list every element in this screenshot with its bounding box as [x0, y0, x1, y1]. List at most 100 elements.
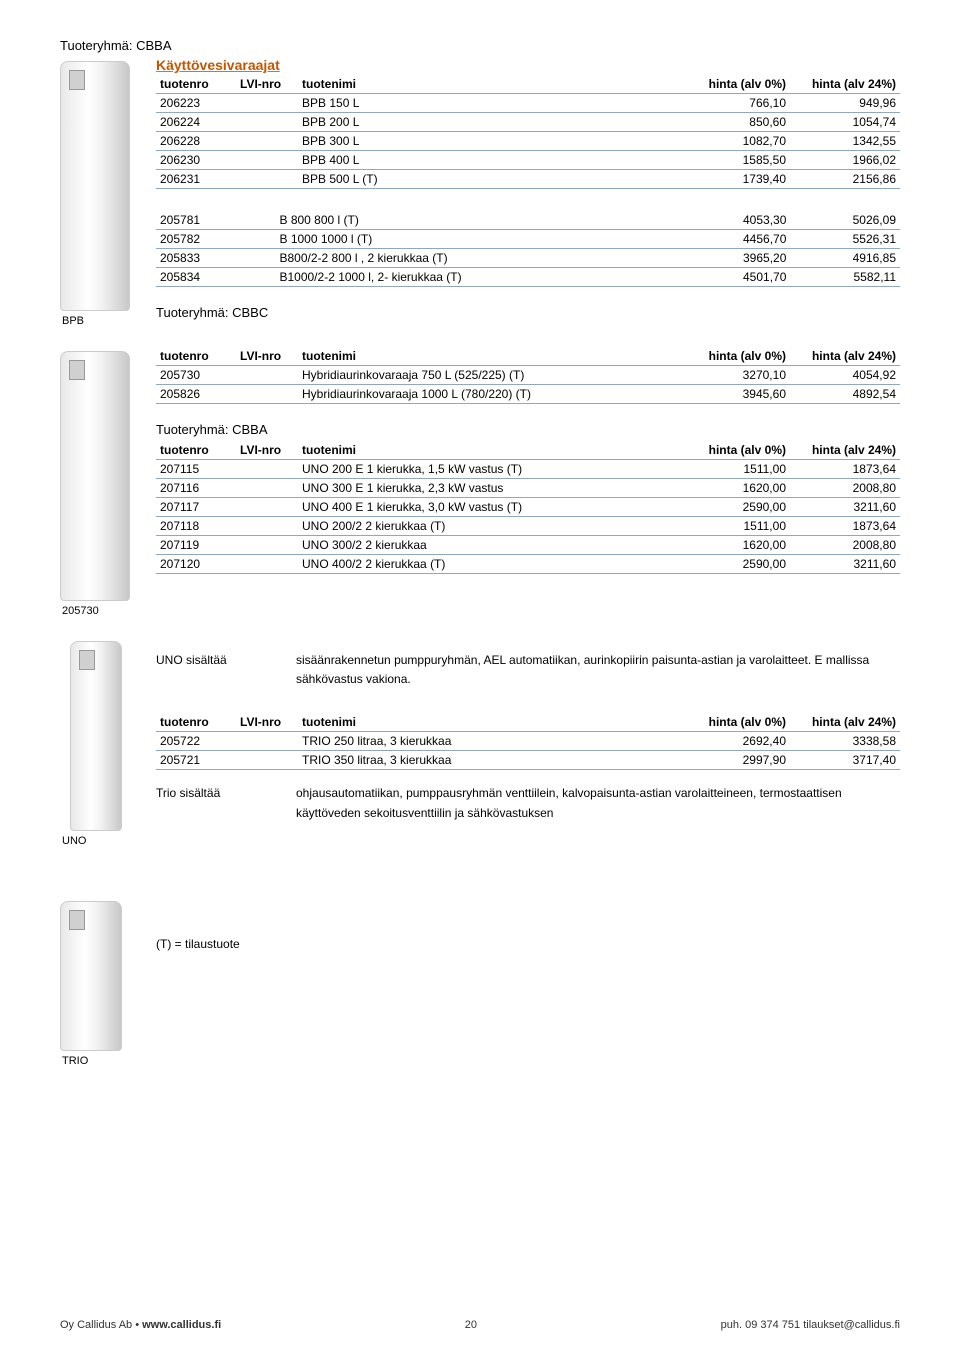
th-lvi: LVI-nro [236, 441, 298, 460]
table-row: 205833B800/2-2 800 l , 2 kierukkaa (T)39… [156, 249, 900, 268]
cell-lvi [236, 94, 298, 113]
cell-alv24: 3717,40 [790, 751, 900, 770]
footer-left: Oy Callidus Ab • www.callidus.fi [60, 1319, 221, 1331]
cell-alv24: 2008,80 [790, 479, 900, 498]
cell-tuotenimi: TRIO 350 litraa, 3 kierukkaa [298, 751, 680, 770]
cell-tuotenro: 205781 [156, 211, 258, 230]
th-tuotenimi: tuotenimi [298, 347, 680, 366]
product-image-hybrid [60, 351, 130, 601]
cell-lvi [236, 366, 298, 385]
cell-tuotenimi: UNO 200 E 1 kierukka, 1,5 kW vastus (T) [298, 460, 680, 479]
price-table-b800: 205781 B 800 800 l (T)4053,305026,09 20578… [156, 211, 900, 287]
cell-tuotenimi: BPB 300 L [298, 132, 680, 151]
cell-lvi [236, 536, 298, 555]
cell-tuotenimi: UNO 300 E 1 kierukka, 2,3 kW vastus [298, 479, 680, 498]
cell-alv0: 1511,00 [680, 517, 790, 536]
cell-lvi [258, 211, 275, 230]
th-alv0: hinta (alv 0%) [680, 347, 790, 366]
trio-note-text: ohjausautomatiikan, pumppausryhmän ventt… [296, 784, 900, 822]
cell-lvi [236, 732, 298, 751]
footer-page-number: 20 [465, 1319, 477, 1331]
cell-tuotenimi: BPB 150 L [298, 94, 680, 113]
tilaustuote-note: (T) = tilaustuote [156, 937, 900, 951]
cell-tuotenimi: B 1000 1000 l (T) [275, 230, 680, 249]
cell-alv24: 4054,92 [790, 366, 900, 385]
cell-tuotenimi: BPB 400 L [298, 151, 680, 170]
cell-alv24: 3338,58 [790, 732, 900, 751]
cell-tuotenro: 206230 [156, 151, 236, 170]
cell-alv24: 4916,85 [790, 249, 900, 268]
table-row: 205782B 1000 1000 l (T)4456,705526,31 [156, 230, 900, 249]
cell-alv0: 3270,10 [680, 366, 790, 385]
cell-alv24: 949,96 [790, 94, 900, 113]
table-row: 206224BPB 200 L850,601054,74 [156, 113, 900, 132]
cell-lvi [236, 751, 298, 770]
cell-tuotenimi: UNO 200/2 2 kierukkaa (T) [298, 517, 680, 536]
cell-tuotenro: 207117 [156, 498, 236, 517]
cell-tuotenimi: UNO 400 E 1 kierukka, 3,0 kW vastus (T) [298, 498, 680, 517]
uno-note-text: sisäänrakennetun pumppuryhmän, AEL autom… [296, 651, 900, 689]
group-title-cbba-mid: Tuoteryhmä: CBBA [156, 422, 900, 437]
cell-alv0: 1511,00 [680, 460, 790, 479]
cell-alv24: 1873,64 [790, 460, 900, 479]
product-image-uno [70, 641, 122, 831]
cell-lvi [258, 249, 275, 268]
cell-lvi [236, 460, 298, 479]
cell-tuotenimi: BPB 200 L [298, 113, 680, 132]
sidebar-label-trio: TRIO [60, 1055, 156, 1067]
cell-tuotenro: 206224 [156, 113, 236, 132]
cell-lvi [258, 230, 275, 249]
table-row: 206231BPB 500 L (T)1739,402156,86 [156, 170, 900, 189]
cell-lvi [236, 498, 298, 517]
table-row: 207118UNO 200/2 2 kierukkaa (T)1511,0018… [156, 517, 900, 536]
th-tuotenimi: tuotenimi [298, 713, 680, 732]
cell-tuotenimi: B 800 800 l (T) [275, 211, 680, 230]
th-tuotenimi: tuotenimi [298, 75, 680, 94]
th-tuotenro: tuotenro [156, 347, 236, 366]
product-image-trio [60, 901, 122, 1051]
cell-alv0: 2997,90 [680, 751, 790, 770]
table-row: 207120UNO 400/2 2 kierukkaa (T)2590,0032… [156, 555, 900, 574]
table-row: 205721 TRIO 350 litraa, 3 kierukkaa2997,9… [156, 751, 900, 770]
footer-right: puh. 09 374 751 tilaukset@callidus.fi [721, 1319, 900, 1331]
price-table-bpb: tuotenro LVI-nro tuotenimi hinta (alv 0%… [156, 75, 900, 189]
cell-tuotenimi: B800/2-2 800 l , 2 kierukkaa (T) [275, 249, 680, 268]
cell-lvi [236, 170, 298, 189]
cell-alv24: 3211,60 [790, 498, 900, 517]
table-row: 207115UNO 200 E 1 kierukka, 1,5 kW vastu… [156, 460, 900, 479]
cell-alv0: 3965,20 [681, 249, 791, 268]
group-title-cbba-top: Tuoteryhmä: CBBA [60, 38, 900, 53]
cell-alv0: 1620,00 [680, 536, 790, 555]
th-alv24: hinta (alv 24%) [790, 441, 900, 460]
cell-alv0: 1739,40 [680, 170, 790, 189]
th-tuotenimi: tuotenimi [298, 441, 680, 460]
price-table-trio: tuotenro LVI-nro tuotenimi hinta (alv 0%… [156, 713, 900, 770]
table-row: 206230BPB 400 L1585,501966,02 [156, 151, 900, 170]
cell-tuotenimi: Hybridiaurinkovaraaja 750 L (525/225) (T… [298, 366, 680, 385]
cell-tuotenro: 205782 [156, 230, 258, 249]
cell-alv0: 766,10 [680, 94, 790, 113]
th-tuotenro: tuotenro [156, 441, 236, 460]
cell-alv0: 3945,60 [680, 385, 790, 404]
th-tuotenro: tuotenro [156, 75, 236, 94]
table-row: 205826Hybridiaurinkovaraaja 1000 L (780/… [156, 385, 900, 404]
th-tuotenro: tuotenro [156, 713, 236, 732]
cell-alv24: 1966,02 [790, 151, 900, 170]
cell-alv24: 5026,09 [790, 211, 900, 230]
sidebar-label-205730: 205730 [60, 605, 156, 617]
table-row: 206228BPB 300 L1082,701342,55 [156, 132, 900, 151]
cell-tuotenro: 207119 [156, 536, 236, 555]
cell-lvi [258, 268, 275, 287]
cell-tuotenro: 205721 [156, 751, 236, 770]
cell-lvi [236, 132, 298, 151]
uno-note-label: UNO sisältää [156, 651, 296, 689]
th-alv0: hinta (alv 0%) [680, 713, 790, 732]
cell-tuotenro: 206231 [156, 170, 236, 189]
cell-alv0: 4053,30 [681, 211, 791, 230]
cell-tuotenro: 207120 [156, 555, 236, 574]
table-row: 205730Hybridiaurinkovaraaja 750 L (525/2… [156, 366, 900, 385]
cell-alv24: 1873,64 [790, 517, 900, 536]
cell-alv24: 3211,60 [790, 555, 900, 574]
page-footer: Oy Callidus Ab • www.callidus.fi 20 puh.… [60, 1319, 900, 1331]
cell-alv24: 2156,86 [790, 170, 900, 189]
